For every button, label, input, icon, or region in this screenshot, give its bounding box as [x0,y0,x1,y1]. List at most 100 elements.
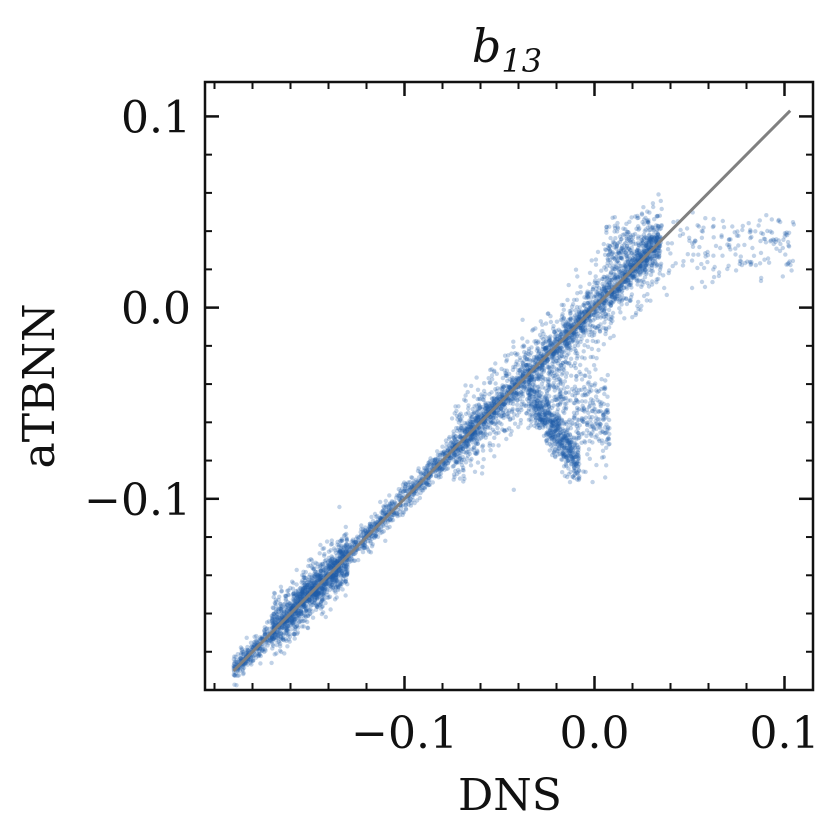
scatter-point [522,385,527,391]
scatter-point [580,324,586,329]
scatter-point [578,284,583,289]
scatter-point [616,286,621,292]
scatter-point [365,527,370,532]
scatter-point [564,326,569,332]
scatter-point [409,475,414,480]
scatter-point [646,284,652,289]
scatter-point [269,613,274,618]
scatter-point [457,434,462,440]
scatter-point [309,585,314,591]
scatter-point [295,592,300,597]
scatter-point [316,591,321,596]
scatter-point [502,402,507,407]
scatter-point [488,448,493,453]
scatter-point [551,323,556,329]
scatter-point [409,484,414,490]
scatter-point [592,316,597,321]
scatter-point [403,484,408,490]
scatter-point [368,550,374,555]
scatter-point [466,406,471,411]
scatter-point [637,264,642,269]
scatter-point [324,582,329,587]
scatter-point [282,621,287,627]
scatter-point [339,565,344,570]
scatter-point [520,363,526,368]
scatter-point [292,636,297,641]
scatter-point [443,463,448,468]
scatter-point [606,301,612,306]
scatter-point [483,402,488,407]
scatter-point [441,451,446,457]
scatter-point [608,335,613,341]
scatter-point [262,646,268,652]
scatter-point [417,495,423,501]
scatter-point [236,673,242,678]
scatter-point [593,310,598,315]
scatter-point [636,252,641,257]
scatter-point [327,563,332,569]
scatter-point [255,637,260,642]
scatter-point [522,384,528,390]
scatter-point [427,462,433,467]
scatter-point [308,563,313,568]
scatter-point [383,510,388,516]
scatter-point [430,458,435,463]
scatter-point [330,585,336,591]
scatter-point [394,493,400,498]
scatter-point [427,482,432,487]
scatter-point [511,487,516,492]
scatter-point [406,499,411,504]
scatter-point [578,362,583,368]
scatter-point [465,426,470,432]
scatter-point [478,430,483,435]
scatter-point [279,588,284,593]
scatter-point [346,545,351,550]
scatter-point [469,383,474,389]
scatter-point [648,258,653,263]
scatter-point [318,573,323,578]
scatter-point [502,412,507,417]
scatter-point [557,332,563,338]
scatter-point [383,522,389,528]
scatter-point [321,597,326,602]
scatter-point [512,421,518,426]
scatter-point [492,400,497,405]
scatter-point [427,477,432,483]
scatter-point [628,262,633,268]
scatter-point [337,556,342,561]
scatter-point [395,513,400,519]
scatter-point [570,302,576,307]
scatter-point [620,269,626,274]
scatter-point [339,551,344,556]
scatter-point [582,309,587,315]
scatter-point [318,562,323,567]
scatter-point [450,443,455,448]
scatter-point [466,424,471,429]
scatter-point [598,309,603,314]
scatter-point [480,394,485,399]
scatter-point [491,398,497,403]
scatter-point [343,549,348,555]
scatter-point [417,486,422,491]
scatter-point [522,368,527,374]
scatter-point [271,590,277,596]
scatter-point [326,563,332,569]
scatter-point [345,562,350,568]
scatter-point [616,287,621,292]
scatter-point [431,462,436,467]
scatter-point [311,573,317,579]
scatter-point [546,344,552,349]
scatter-point [325,595,330,600]
scatter-point [432,458,438,463]
scatter-point [385,525,390,531]
scatter-point [601,325,606,331]
scatter-point [633,269,639,274]
scatter-point [574,315,579,320]
scatter-point [408,503,414,508]
scatter-point [447,444,453,450]
scatter-point [634,249,639,254]
scatter-point [568,347,573,353]
scatter-point [529,376,534,381]
scatter-point [522,384,527,389]
scatter-point [281,638,287,643]
